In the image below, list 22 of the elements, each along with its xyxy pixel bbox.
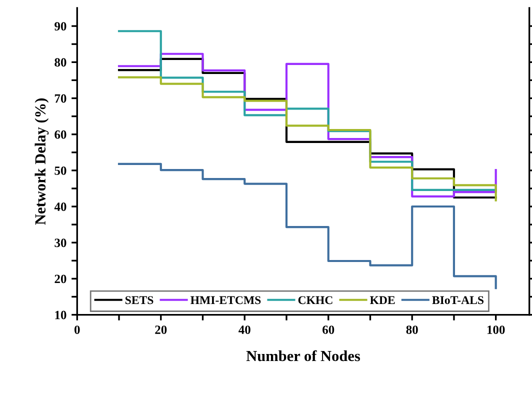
x-axis-title: Number of Nodes [246,350,360,362]
y-tick-label: 40 [54,202,66,211]
legend-label: KDE [370,296,395,304]
x-tick-label: 40 [238,326,250,334]
y-tick-label: 90 [54,22,66,31]
x-tick-label: 20 [155,326,167,334]
y-tick-label: 80 [54,58,66,67]
legend-label: BIoT-ALS [432,296,484,304]
y-tick-label: 10 [55,310,66,320]
legend-label: SETS [125,296,154,304]
legend-label: CKHC [298,296,332,304]
y-tick-label: 30 [54,238,66,248]
y-tick-label: 50 [54,166,66,175]
x-tick-label: 80 [406,326,418,334]
x-tick-label: 60 [322,326,334,334]
x-tick-label: 0 [74,326,80,334]
y-axis-title: Network Delay (%) [34,98,49,225]
y-tick-label: 60 [54,130,66,139]
legend-label: HMI-ETCMS [190,296,261,304]
x-tick-label: 100 [487,326,505,334]
y-tick-label: 70 [54,94,66,103]
y-tick-label: 20 [54,274,66,284]
